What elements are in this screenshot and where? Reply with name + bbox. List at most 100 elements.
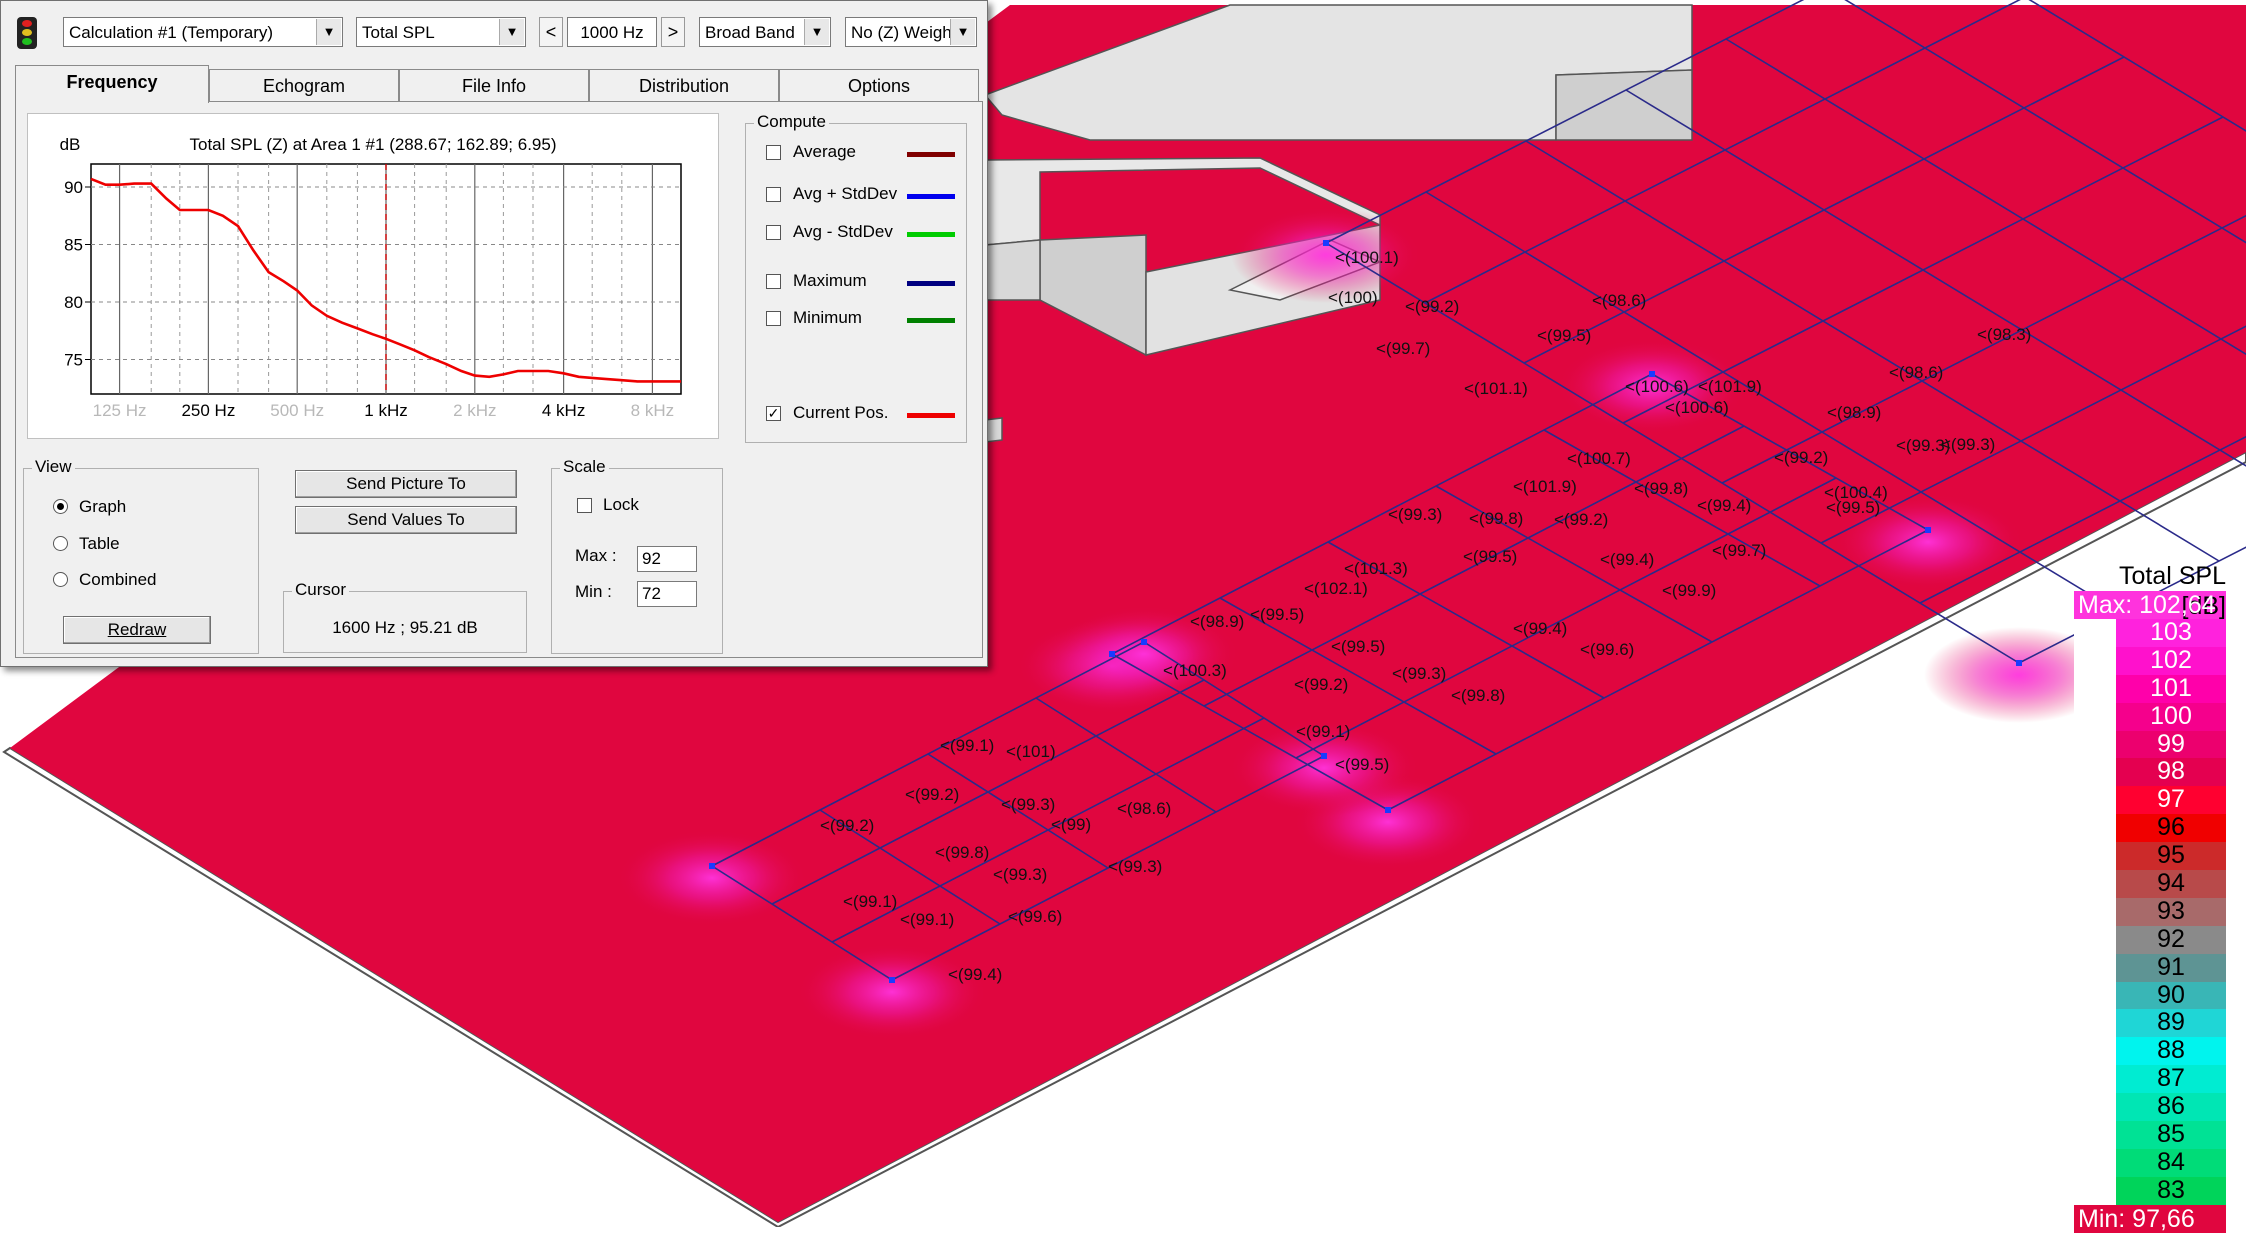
view-combined-radio[interactable] (53, 572, 68, 587)
mesh-line (711, 865, 893, 981)
calculation-select[interactable]: Calculation #1 (Temporary) ▼ (63, 17, 343, 47)
scale-min-input[interactable]: 72 (637, 581, 697, 607)
frequency-field[interactable]: 1000 Hz (567, 17, 657, 47)
spl-value-label: <(100.6) (1625, 377, 1689, 396)
tab-file-info[interactable]: File Info (399, 69, 589, 101)
receiver-point[interactable] (709, 863, 715, 869)
receiver-point[interactable] (1385, 807, 1391, 813)
spl-value-label: <(100.1) (1335, 248, 1399, 267)
spl-value-label: <(99.4) (1697, 496, 1751, 515)
receiver-point[interactable] (2016, 660, 2022, 666)
compute-label[interactable]: Avg - StdDev (793, 222, 893, 241)
spl-value-label: <(99.3) (1001, 795, 1055, 814)
quantity-select[interactable]: Total SPL ▼ (356, 17, 526, 47)
scale-max-input[interactable]: 92 (637, 546, 697, 572)
compute-checkbox[interactable] (766, 311, 781, 326)
mesh-line (1295, 477, 1837, 759)
spl-value-label: <(99.4) (948, 965, 1002, 984)
spl-hotspot (1924, 627, 2114, 723)
receiver-point[interactable] (1321, 753, 1327, 759)
compute-checkbox[interactable]: ✓ (766, 405, 781, 421)
spl-value-label: <(100.3) (1163, 661, 1227, 680)
send-picture-button[interactable]: Send Picture To (295, 470, 517, 498)
view-combined-label[interactable]: Combined (79, 570, 157, 589)
compute-label[interactable]: Average (793, 142, 857, 161)
compute-checkbox[interactable] (766, 225, 781, 240)
receiver-point[interactable] (1323, 240, 1329, 246)
spl-hotspot (1833, 494, 2023, 590)
tab-options[interactable]: Options (779, 69, 979, 101)
legend-step: 98 (2074, 758, 2226, 787)
spl-value-label: <(98.6) (1117, 799, 1171, 818)
compute-label[interactable]: Maximum (793, 271, 867, 290)
spl-value-label: <(99.6) (1008, 907, 1062, 926)
next-frequency-button[interactable]: > (661, 17, 685, 47)
legend-step: 97 (2074, 785, 2226, 815)
view-graph-label[interactable]: Graph (79, 497, 127, 516)
tab-panel (15, 101, 983, 658)
spl-value-label: <(102.1) (1304, 579, 1368, 598)
receiver-point[interactable] (1141, 639, 1147, 645)
prev-frequency-button[interactable]: < (539, 17, 563, 47)
spl-value-label: <(99.7) (1376, 339, 1430, 358)
spl-value-label: <(99.9) (1662, 581, 1716, 600)
cursor-group: Cursor 1600 Hz ; 95.21 dB (283, 580, 527, 653)
legend-step-label: 83 (2116, 1176, 2226, 1205)
legend-step-label: 94 (2116, 869, 2226, 898)
compute-checkbox[interactable] (766, 274, 781, 289)
traffic-light-icon[interactable] (17, 17, 37, 49)
frequency-graph[interactable]: Total SPL (Z) at Area 1 #1 (288.67; 162.… (27, 113, 719, 439)
legend-step: 94 (2074, 869, 2226, 898)
cursor-value: 1600 Hz ; 95.21 dB (332, 618, 478, 637)
spl-value-label: <(99.1) (940, 736, 994, 755)
compute-checkbox[interactable] (766, 187, 781, 202)
mesh-line (927, 753, 1109, 869)
legend-step: 91 (2074, 953, 2226, 982)
mesh-line (1651, 373, 1929, 531)
compute-color-swatch (907, 152, 955, 157)
mesh-line (1844, 0, 2246, 244)
spl-value-label: <(99.2) (1774, 448, 1828, 467)
x-tick-label: 8 kHz (631, 401, 674, 420)
legend-title: Total SPL [dB] (2118, 562, 2226, 620)
mesh-line (1525, 140, 2220, 562)
view-table-radio[interactable] (53, 536, 68, 551)
compute-label[interactable]: Current Pos. (793, 403, 889, 422)
mesh-line (1111, 653, 1389, 811)
view-table-label[interactable]: Table (79, 534, 120, 553)
x-tick-label: 500 Hz (270, 401, 324, 420)
legend-step-label: 101 (2116, 674, 2226, 703)
receiver-point[interactable] (1649, 371, 1655, 377)
spl-value-label: <(101) (1006, 742, 1056, 761)
compute-label[interactable]: Minimum (793, 308, 862, 327)
receiver-point[interactable] (1925, 527, 1931, 533)
legend-step: 83 (2074, 1176, 2226, 1205)
weighting-select[interactable]: No (Z) Weigh ▼ (845, 17, 977, 47)
x-tick-label: 250 Hz (181, 401, 235, 420)
mesh-line (1387, 529, 1929, 811)
band-select[interactable]: Broad Band ▼ (699, 17, 831, 47)
calculation-select-value: Calculation #1 (Temporary) (69, 23, 274, 42)
send-values-button[interactable]: Send Values To (295, 506, 517, 534)
compute-label[interactable]: Avg + StdDev (793, 184, 898, 203)
spl-value-label: <(99.8) (935, 843, 989, 862)
view-graph-radio[interactable] (53, 499, 68, 514)
receiver-point[interactable] (889, 977, 895, 983)
frequency-value: 1000 Hz (580, 23, 644, 42)
tab-distribution[interactable]: Distribution (589, 69, 779, 101)
quantity-select-value: Total SPL (362, 23, 435, 42)
redraw-button[interactable]: Redraw (63, 616, 211, 644)
scale-lock-label[interactable]: Lock (603, 495, 639, 514)
tab-frequency[interactable]: Frequency (15, 65, 209, 103)
scale-lock-checkbox[interactable] (577, 498, 592, 513)
legend-step: 93 (2074, 897, 2226, 926)
results-window: Calculation #1 (Temporary) ▼ Total SPL ▼… (0, 0, 988, 667)
compute-checkbox[interactable] (766, 145, 781, 160)
spl-value-label: <(99.7) (1712, 541, 1766, 560)
tab-echogram[interactable]: Echogram (209, 69, 399, 101)
spl-value-label: <(99.3) (1108, 857, 1162, 876)
spl-value-label: <(100.7) (1567, 449, 1631, 468)
receiver-point[interactable] (1109, 651, 1115, 657)
spl-value-label: <(101.3) (1344, 559, 1408, 578)
